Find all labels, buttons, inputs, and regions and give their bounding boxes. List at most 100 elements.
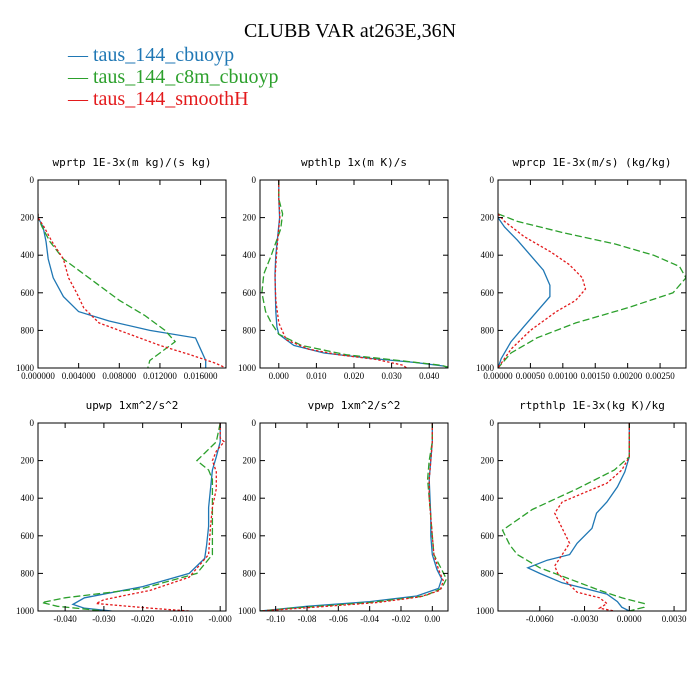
legend-label: taus_144_c8m_cbuoyp: [93, 66, 279, 88]
y-tick-label: 600: [243, 288, 257, 298]
y-tick-label: 800: [481, 325, 495, 335]
x-tick-label: -0.040: [54, 614, 78, 624]
panel-title: wprcp 1E-3x(m/s) (kg/kg): [513, 156, 672, 169]
x-tick-label: -0.10: [266, 614, 285, 624]
x-tick-label: 0.000: [269, 371, 290, 381]
legend-line-icon: —: [68, 88, 93, 110]
series-line-1: [498, 213, 551, 368]
panel-title: wpthlp 1x(m K)/s: [301, 156, 407, 169]
series-line-2: [41, 423, 221, 611]
x-tick-label: 0.00000: [483, 371, 513, 381]
y-tick-label: 0: [252, 418, 257, 428]
x-tick-label: -0.020: [131, 614, 155, 624]
x-tick-label: -0.0060: [526, 614, 554, 624]
plot-frame: [497, 422, 687, 612]
y-tick-label: 1000: [476, 606, 495, 616]
x-tick-label: 0.020: [344, 371, 365, 381]
x-tick-label: 0.0000: [617, 614, 642, 624]
y-tick-label: 0: [490, 175, 495, 185]
series-line-2: [501, 423, 645, 611]
series-line-2: [38, 213, 177, 368]
x-tick-label: 0.00200: [613, 371, 643, 381]
x-tick-label: 0.012000: [143, 371, 177, 381]
y-tick-label: 200: [481, 456, 495, 466]
x-tick-label: 0.010: [306, 371, 327, 381]
y-tick-label: 800: [243, 568, 257, 578]
y-tick-label: 200: [21, 213, 35, 223]
series-line-1: [38, 213, 207, 368]
series-line-2: [260, 423, 448, 611]
legend-line-icon: —: [68, 66, 93, 88]
y-tick-label: 200: [243, 456, 257, 466]
y-tick-label: 600: [481, 531, 495, 541]
x-tick-label: -0.04: [360, 614, 379, 624]
y-tick-label: 200: [481, 213, 495, 223]
legend-item-c8m-cbuoyp: — taus_144_c8m_cbuoyp: [68, 66, 279, 89]
x-tick-label: 0.000000: [21, 371, 55, 381]
y-tick-label: 400: [481, 493, 495, 503]
x-tick-label: 0.00150: [581, 371, 611, 381]
y-tick-label: 400: [21, 493, 35, 503]
panel-4: upwp 1xm^2/s^2 0 200 400 600 800 1000 -0.040 -0.…: [16, 399, 232, 624]
legend-item-cbuoyp: — taus_144_cbuoyp: [68, 44, 234, 67]
plot-frame: [37, 422, 227, 612]
series-line-1: [71, 423, 221, 611]
series-line-1: [260, 423, 443, 611]
series-line-3: [260, 423, 444, 611]
x-tick-label: 0.00: [424, 614, 440, 624]
x-tick-label: -0.08: [298, 614, 317, 624]
series-line-2: [261, 180, 448, 368]
series-line-1: [274, 180, 448, 368]
series-line-3: [93, 423, 225, 611]
legend-line-icon: —: [68, 44, 93, 66]
y-tick-label: 800: [21, 325, 35, 335]
plot-frame: [259, 179, 449, 369]
y-tick-label: 800: [243, 325, 257, 335]
y-tick-label: 200: [243, 213, 257, 223]
y-tick-label: 600: [481, 288, 495, 298]
x-tick-label: 0.00100: [548, 371, 578, 381]
plot-frame: [497, 179, 687, 369]
panel-1: wprtp 1E-3x(m kg)/(s kg) 0 200 400 600 800 100…: [16, 156, 227, 381]
y-tick-label: 0: [30, 418, 35, 428]
panel-5: vpwp 1xm^2/s^2 0 200 400 600 800 1000 -0.10 -0.0…: [238, 399, 449, 624]
x-tick-label: -0.06: [329, 614, 348, 624]
panel-3: wprcp 1E-3x(m/s) (kg/kg) 0 200 400 600 800 100…: [476, 156, 687, 381]
y-tick-label: 400: [243, 250, 257, 260]
x-tick-label: -0.010: [170, 614, 194, 624]
y-tick-label: 800: [21, 568, 35, 578]
panel-title: upwp 1xm^2/s^2: [86, 399, 179, 412]
y-tick-label: 200: [21, 456, 35, 466]
series-line-2: [498, 213, 686, 368]
y-tick-label: 400: [21, 250, 35, 260]
legend-label: taus_144_cbuoyp: [93, 44, 235, 66]
panel-title: wprtp 1E-3x(m kg)/(s kg): [53, 156, 212, 169]
figure-title: CLUBB VAR at263E,36N: [243, 20, 457, 42]
panel-2: wpthlp 1x(m K)/s 0 200 400 600 800 1000 0.000 0.…: [238, 156, 449, 381]
y-tick-label: 1000: [476, 363, 495, 373]
y-tick-label: 800: [481, 568, 495, 578]
x-tick-label: -0.030: [92, 614, 116, 624]
y-tick-label: 0: [30, 175, 35, 185]
y-tick-label: 1000: [238, 363, 257, 373]
x-tick-label: 0.00050: [516, 371, 546, 381]
x-tick-label: 0.00250: [645, 371, 675, 381]
x-tick-label: 0.030: [381, 371, 402, 381]
y-tick-label: 0: [252, 175, 257, 185]
y-tick-label: 1000: [16, 606, 35, 616]
plot-frame: [259, 422, 449, 612]
y-tick-label: 600: [243, 531, 257, 541]
x-tick-label: 0.008000: [102, 371, 136, 381]
y-tick-label: 400: [481, 250, 495, 260]
series-line-3: [274, 180, 407, 368]
x-tick-label: 0.016000: [184, 371, 218, 381]
y-tick-label: 0: [490, 418, 495, 428]
panel-title: rtpthlp 1E-3x(kg K)/kg: [519, 399, 665, 412]
y-tick-label: 400: [243, 493, 257, 503]
series-line-3: [38, 213, 226, 368]
legend-label: taus_144_smoothH: [93, 88, 249, 110]
y-tick-label: 600: [21, 531, 35, 541]
x-tick-label: -0.000: [209, 614, 233, 624]
